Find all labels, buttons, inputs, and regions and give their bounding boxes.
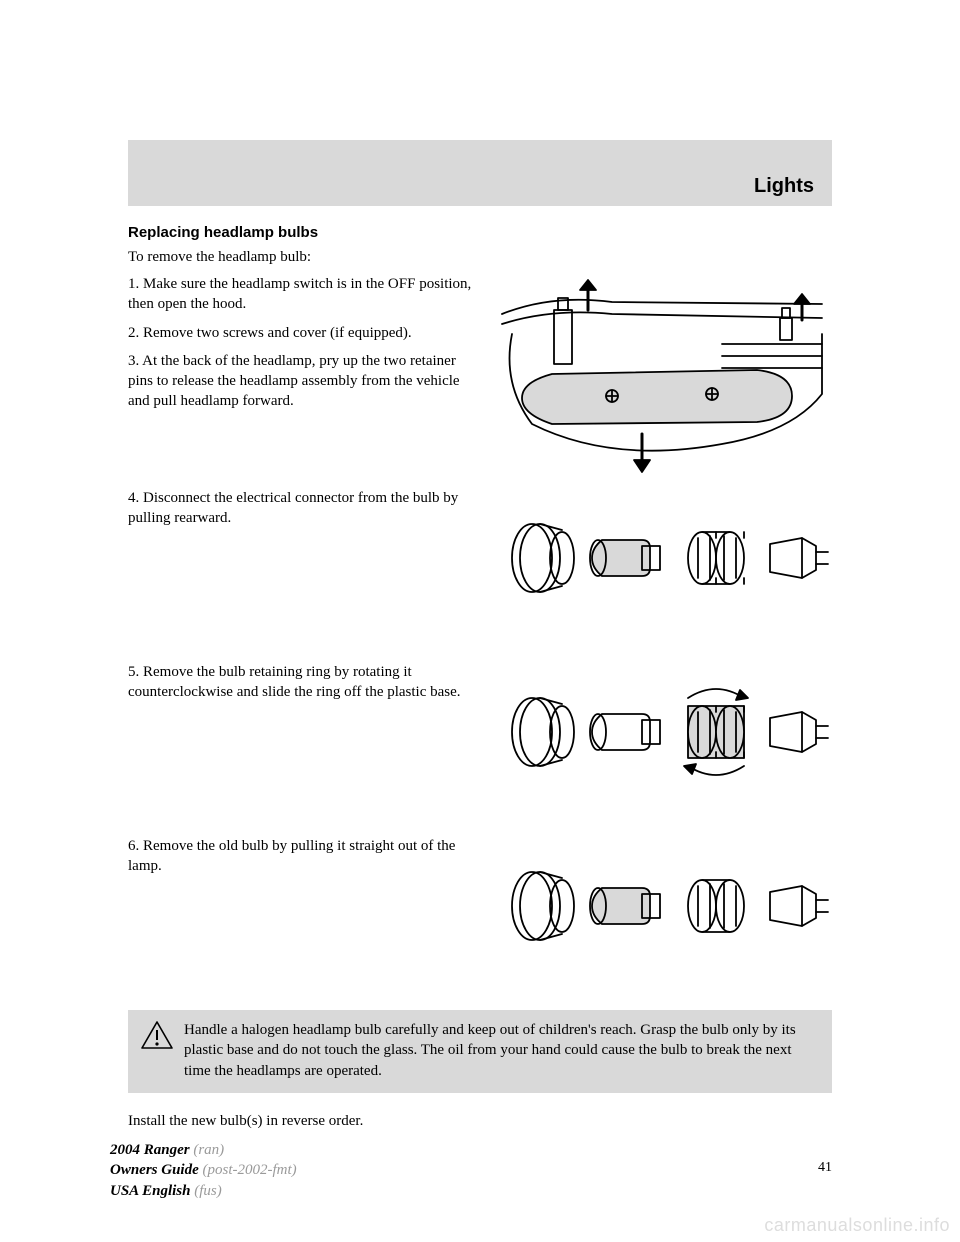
warning-text: Handle a halogen headlamp bulb carefully… (184, 1020, 820, 1081)
footer-model-code: (ran) (193, 1142, 224, 1158)
step-2-text: 2. Remove two screws and cover (if equip… (128, 323, 482, 343)
section-title: Lights (754, 175, 814, 198)
footer-lang-code: (fus) (194, 1183, 222, 1199)
subhead: Replacing headlamp bulbs (128, 224, 832, 241)
bulb-diagram-step4 (492, 488, 832, 648)
footer-block: 2004 Ranger (ran) Owners Guide (post-200… (110, 1140, 297, 1201)
steps-1-3-block: 1. Make sure the headlamp switch is in t… (128, 274, 832, 474)
footer-model: 2004 Ranger (110, 1142, 190, 1158)
install-reverse-text: Install the new bulb(s) in reverse order… (128, 1113, 832, 1130)
step-1-text: 1. Make sure the headlamp switch is in t… (128, 274, 482, 315)
step-5-block: 5. Remove the bulb retaining ring by rot… (128, 662, 832, 822)
watermark-text: carmanualsonline.info (764, 1215, 950, 1236)
step-5-text: 5. Remove the bulb retaining ring by rot… (128, 662, 482, 822)
footer-guide-code: (post-2002-fmt) (203, 1162, 297, 1178)
headlamp-assembly-diagram (492, 274, 832, 474)
bulb-diagram-step5 (492, 662, 832, 822)
bulb-diagram-step6 (492, 836, 832, 996)
step-text-group-1: 1. Make sure the headlamp switch is in t… (128, 274, 482, 474)
step-6-block: 6. Remove the old bulb by pulling it str… (128, 836, 832, 996)
step-3-text: 3. At the back of the headlamp, pry up t… (128, 351, 482, 412)
section-header-band: Lights (128, 140, 832, 206)
step-6-text: 6. Remove the old bulb by pulling it str… (128, 836, 482, 996)
footer-lang: USA English (110, 1183, 190, 1199)
warning-box: Handle a halogen headlamp bulb carefully… (128, 1010, 832, 1093)
footer-guide: Owners Guide (110, 1162, 199, 1178)
intro-text: To remove the headlamp bulb: (128, 249, 832, 266)
warning-triangle-icon (140, 1020, 174, 1050)
step-4-text: 4. Disconnect the electrical connector f… (128, 488, 482, 648)
step-4-block: 4. Disconnect the electrical connector f… (128, 488, 832, 648)
